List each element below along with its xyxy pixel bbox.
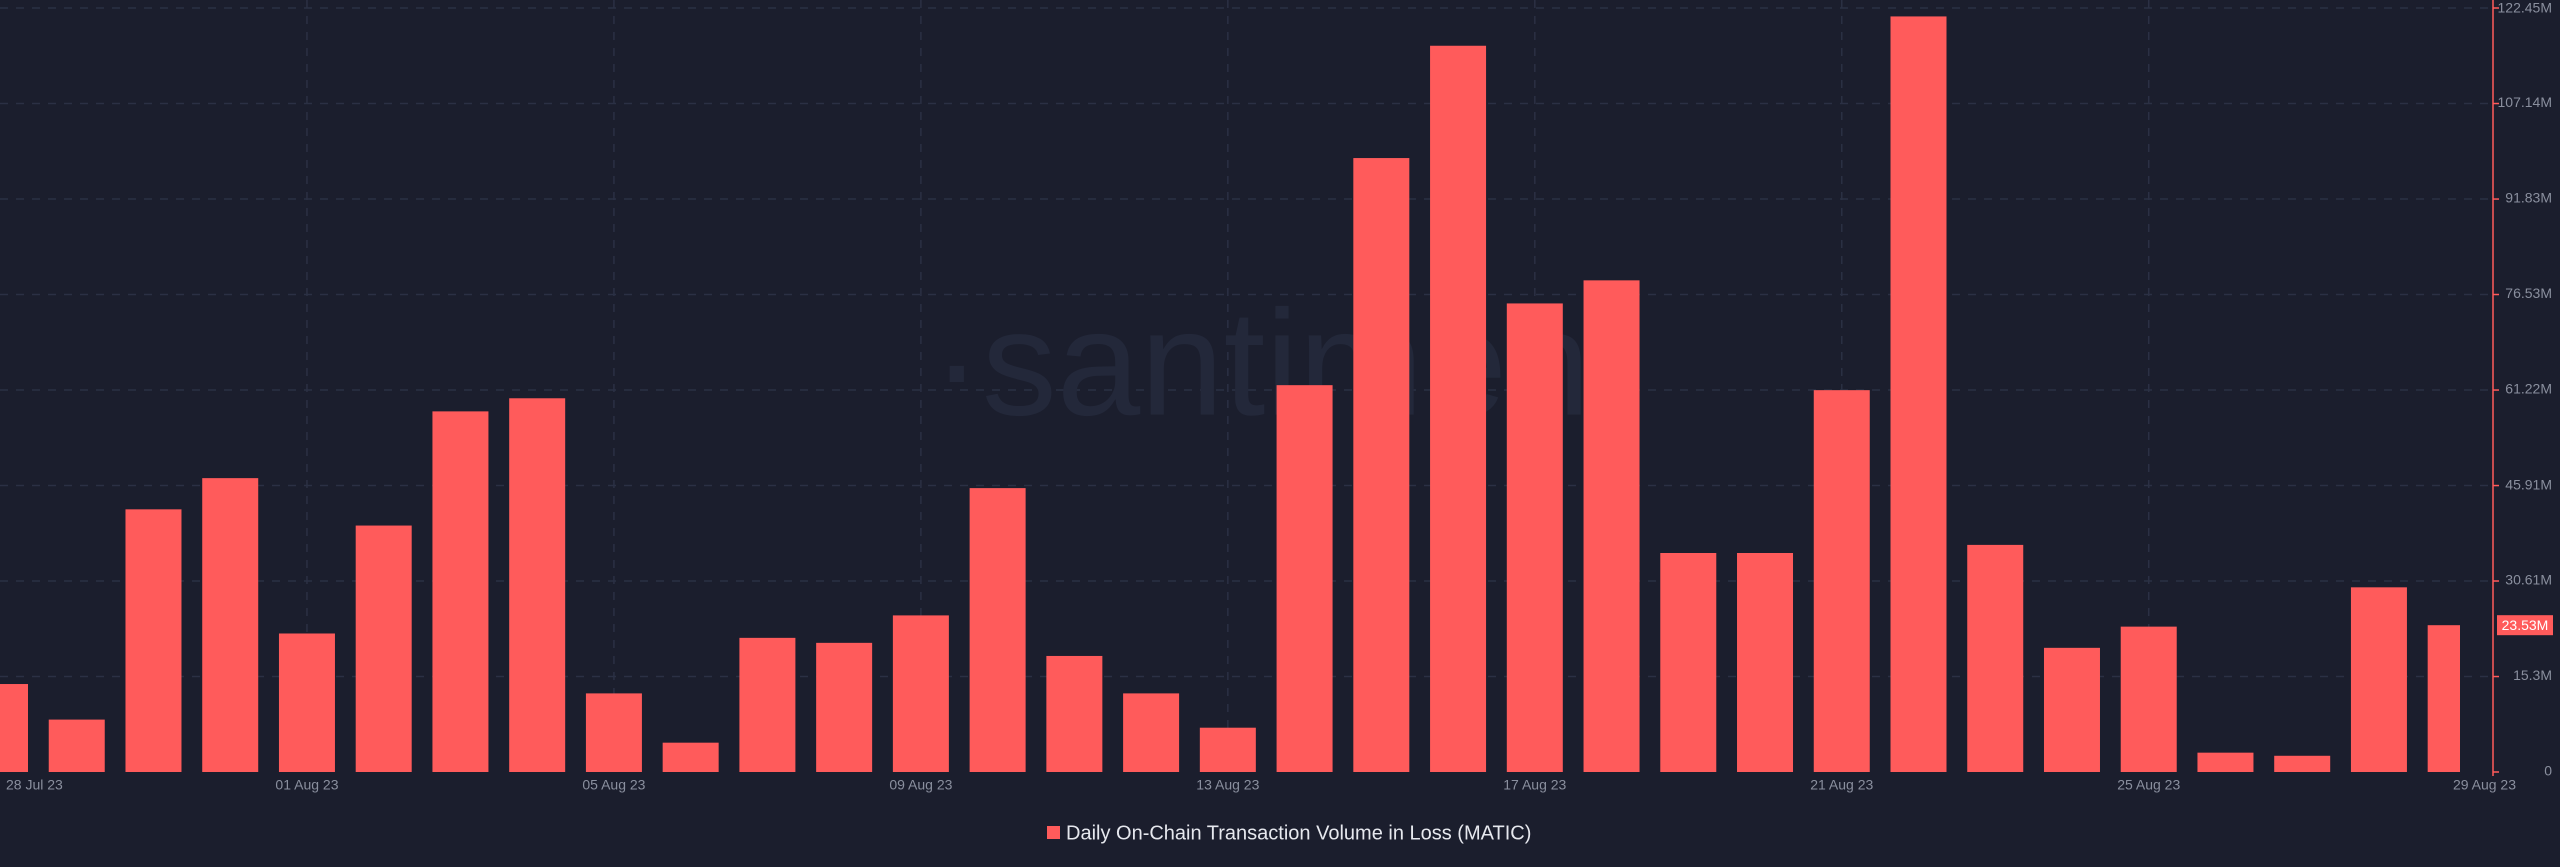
bar — [1890, 16, 1947, 772]
bar — [1276, 385, 1333, 772]
bar — [662, 742, 719, 772]
labels: 0 15.3M 30.61M 45.91M 61.22M 76.53M 91.83M 107.… — [6, 0, 2553, 844]
bar — [48, 719, 105, 772]
bar — [0, 684, 28, 772]
bar — [1123, 693, 1180, 772]
y-tick-label: 61.22M — [2505, 381, 2552, 397]
y-tick-label: 15.3M — [2513, 667, 2552, 683]
y-tick-label: 107.14M — [2498, 94, 2552, 110]
bar — [816, 642, 873, 772]
x-tick-label: 25 Aug 23 — [2117, 777, 2180, 793]
bar — [1353, 158, 1410, 773]
bar — [2274, 755, 2331, 772]
bar — [2350, 587, 2407, 772]
bar — [1813, 390, 1870, 772]
bar — [585, 693, 642, 772]
y-tick-label: 76.53M — [2505, 285, 2552, 301]
current-value-label: 23.53M — [2502, 617, 2549, 633]
bar — [1506, 303, 1563, 772]
x-tick-label: 09 Aug 23 — [889, 777, 952, 793]
y-tick-label: 0 — [2544, 763, 2552, 779]
bar — [1737, 553, 1794, 772]
x-tick-label: 17 Aug 23 — [1503, 777, 1566, 793]
x-tick-label: 05 Aug 23 — [582, 777, 645, 793]
bar — [2120, 626, 2177, 772]
bar — [892, 615, 949, 772]
legend-label: Daily On-Chain Transaction Volume in Los… — [1066, 822, 1531, 844]
y-tick-label: 30.61M — [2505, 572, 2552, 588]
x-tick-label: 01 Aug 23 — [275, 777, 338, 793]
bar — [969, 488, 1026, 772]
bar — [739, 637, 796, 772]
x-tick-label: 28 Jul 23 — [6, 777, 63, 793]
bar — [125, 509, 182, 772]
bar — [1046, 655, 1103, 772]
y-tick-label: 91.83M — [2505, 190, 2552, 206]
x-tick-label: 29 Aug 23 — [2453, 777, 2516, 793]
x-tick-label: 13 Aug 23 — [1196, 777, 1259, 793]
bar — [509, 398, 566, 772]
y-tick-label: 122.45M — [2498, 0, 2552, 16]
bar — [355, 525, 412, 772]
current-value-badge — [2497, 615, 2553, 636]
bar — [1430, 45, 1487, 772]
bar — [278, 633, 335, 772]
bar — [1583, 280, 1640, 772]
bar — [2427, 625, 2460, 772]
y-tick-label: 45.91M — [2505, 476, 2552, 492]
bar — [202, 478, 259, 772]
bar — [2043, 647, 2100, 772]
bar — [1660, 553, 1717, 772]
x-tick-label: 21 Aug 23 — [1810, 777, 1873, 793]
bar — [432, 411, 489, 772]
bar — [2197, 752, 2254, 772]
legend-swatch — [1047, 826, 1060, 839]
bar — [1199, 727, 1256, 772]
bar — [1967, 544, 2024, 772]
bars — [0, 16, 2460, 773]
